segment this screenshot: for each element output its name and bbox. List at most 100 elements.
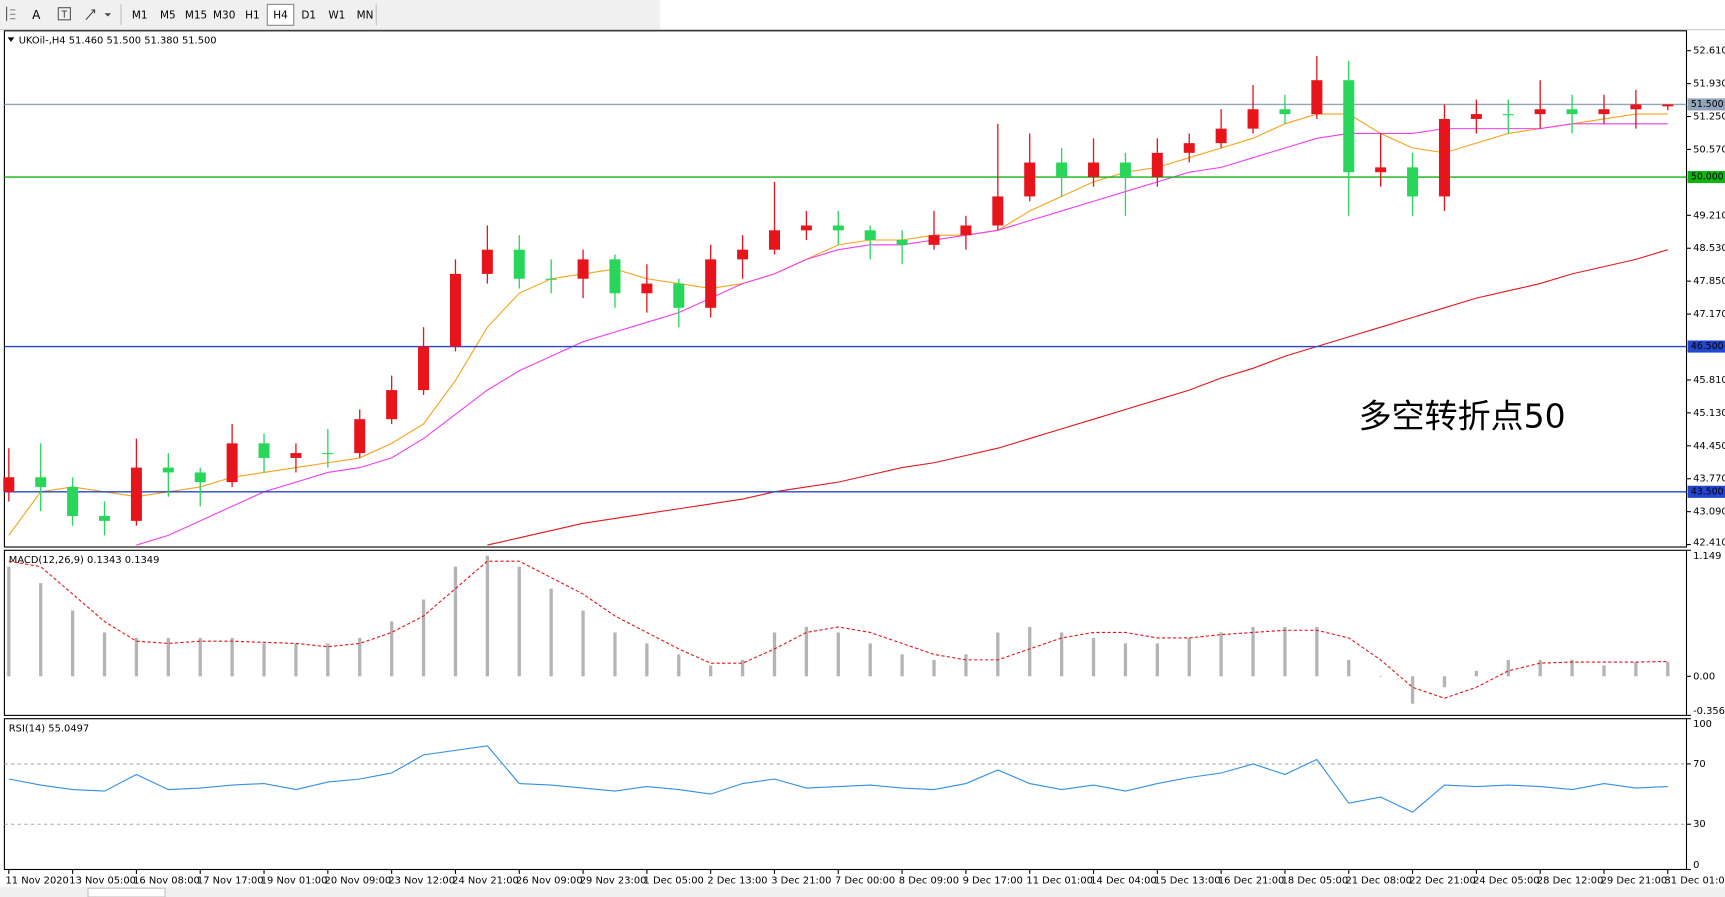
y-tick-label: 47.170 bbox=[1693, 309, 1725, 320]
x-tick-label: 11 Nov 2020 bbox=[6, 875, 69, 886]
candle-body bbox=[1375, 167, 1387, 173]
line-tool[interactable] bbox=[6, 6, 16, 21]
panel-frames bbox=[3, 30, 1688, 871]
histogram-bar bbox=[964, 654, 968, 677]
timeframe-label[interactable]: M30 bbox=[213, 9, 235, 21]
timeframe-button[interactable] bbox=[323, 4, 351, 26]
histogram-bar bbox=[453, 566, 458, 677]
price-label-box bbox=[1687, 98, 1725, 111]
candle-body bbox=[354, 419, 366, 454]
x-tick-label: 11 Dec 01:00 bbox=[1026, 875, 1093, 886]
timeframe-button[interactable] bbox=[351, 4, 379, 26]
x-tick-label: 23 Nov 12:00 bbox=[388, 875, 455, 886]
candle-body bbox=[1438, 118, 1450, 197]
x-tick-label: 22 Dec 21:00 bbox=[1409, 875, 1476, 886]
macd-panel bbox=[3, 549, 1688, 716]
candle-body bbox=[322, 453, 334, 455]
histogram-bar bbox=[581, 610, 585, 677]
histogram-bar bbox=[1187, 637, 1191, 677]
panel-title: UKOil-,H4 51.460 51.500 51.380 51.500 bbox=[19, 36, 217, 47]
timeframe-label[interactable]: MN bbox=[357, 9, 374, 21]
x-tick-label: 8 Dec 09:00 bbox=[899, 875, 959, 886]
timeframe-buttons: M1 M5 M15 M30 H1 H4 D1 W1 MN bbox=[126, 3, 379, 26]
x-tick-label: 21 Dec 08:00 bbox=[1345, 875, 1412, 886]
histogram-bar bbox=[1059, 632, 1064, 677]
timeframe-button[interactable] bbox=[295, 4, 322, 26]
timeframe-button[interactable] bbox=[182, 4, 210, 26]
x-tick-label: 28 Dec 12:00 bbox=[1537, 875, 1604, 886]
histogram-bar bbox=[1379, 676, 1383, 677]
histogram-bar bbox=[166, 637, 170, 677]
candle-body bbox=[1470, 114, 1482, 119]
timeframe-label[interactable]: M1 bbox=[132, 9, 148, 21]
label-tool[interactable] bbox=[57, 7, 71, 21]
candle-body bbox=[960, 225, 972, 236]
candle-body bbox=[99, 516, 111, 521]
candle-body bbox=[1056, 162, 1068, 178]
candle-body bbox=[1247, 109, 1259, 129]
timeframe-button[interactable] bbox=[154, 4, 182, 26]
histogram-bar bbox=[900, 654, 904, 677]
timeframe-button[interactable] bbox=[126, 4, 153, 26]
timeframe-label[interactable]: H1 bbox=[245, 9, 259, 21]
tab-strip bbox=[0, 887, 1725, 897]
chart-tab[interactable] bbox=[87, 887, 166, 897]
y-tick-label: 43.770 bbox=[1693, 474, 1725, 485]
histogram-bar bbox=[549, 588, 553, 677]
timeframe-label[interactable]: W1 bbox=[328, 9, 345, 21]
moving-average bbox=[487, 249, 1668, 546]
candle-body bbox=[481, 249, 493, 274]
histogram-bar bbox=[740, 659, 745, 677]
arrow-tool[interactable] bbox=[85, 9, 112, 21]
timeframe-button[interactable] bbox=[266, 3, 295, 26]
timeframe-label[interactable]: H4 bbox=[273, 9, 288, 21]
timeframe-button[interactable] bbox=[239, 4, 266, 26]
rsi-panel bbox=[3, 718, 1688, 871]
toolbar-blank bbox=[660, 0, 1725, 30]
candle-body bbox=[737, 249, 749, 260]
histogram-bar bbox=[1442, 676, 1447, 688]
histogram-bar bbox=[485, 555, 490, 677]
histogram-bar bbox=[772, 632, 777, 677]
histogram-bar bbox=[1315, 626, 1319, 677]
histogram-bar bbox=[421, 599, 426, 677]
candle-body bbox=[928, 235, 940, 245]
candle-body bbox=[1534, 109, 1546, 115]
y-tick-label: 51.930 bbox=[1693, 79, 1725, 90]
x-tick-label: 31 Dec 01:00 bbox=[1664, 875, 1725, 886]
panel-menu-arrow[interactable] bbox=[7, 37, 15, 42]
candle-body bbox=[1279, 109, 1291, 115]
histogram-bar bbox=[1028, 626, 1032, 677]
x-tick-label: 26 Nov 09:00 bbox=[516, 875, 583, 886]
timeframe-label[interactable]: D1 bbox=[301, 9, 316, 21]
annotation: 多空转折点50 bbox=[1359, 397, 1566, 436]
y-tick-label: 43.090 bbox=[1693, 507, 1725, 518]
timeframe-label[interactable]: M15 bbox=[185, 9, 207, 21]
histogram-bar bbox=[613, 632, 617, 677]
histogram-bar bbox=[389, 621, 394, 677]
x-tick-label: 1 Dec 05:00 bbox=[644, 875, 704, 886]
text-tool[interactable]: A bbox=[32, 8, 41, 22]
signal-line bbox=[8, 560, 1668, 699]
x-tick-label: 15 Dec 13:00 bbox=[1154, 875, 1221, 886]
x-tick-label: 2 Dec 13:00 bbox=[707, 875, 767, 886]
timeframe-button[interactable] bbox=[211, 4, 238, 26]
timeframe-label[interactable]: M5 bbox=[160, 9, 176, 21]
histogram-bar bbox=[326, 643, 330, 677]
y-tick-label: 100 bbox=[1693, 719, 1712, 730]
price-label: 43.500 bbox=[1691, 486, 1724, 497]
x-tick-label: 17 Nov 17:00 bbox=[197, 875, 264, 886]
candle-body bbox=[162, 467, 174, 473]
x-tick-label: 20 Nov 09:00 bbox=[325, 875, 392, 886]
candle-body bbox=[194, 472, 206, 483]
x-tick-label: 16 Nov 08:00 bbox=[133, 875, 200, 886]
panel-title: MACD(12,26,9) 0.1343 0.1349 bbox=[9, 555, 160, 566]
histogram-bar bbox=[358, 637, 362, 677]
x-tick-label: 14 Dec 04:00 bbox=[1090, 875, 1157, 886]
y-tick-label: 0.00 bbox=[1693, 671, 1715, 682]
histogram-bar bbox=[39, 583, 43, 677]
candle-body bbox=[3, 477, 15, 492]
toolbar: A M1 M5 M15 M30 H1 H4 D1 W1 MN bbox=[0, 0, 1725, 31]
